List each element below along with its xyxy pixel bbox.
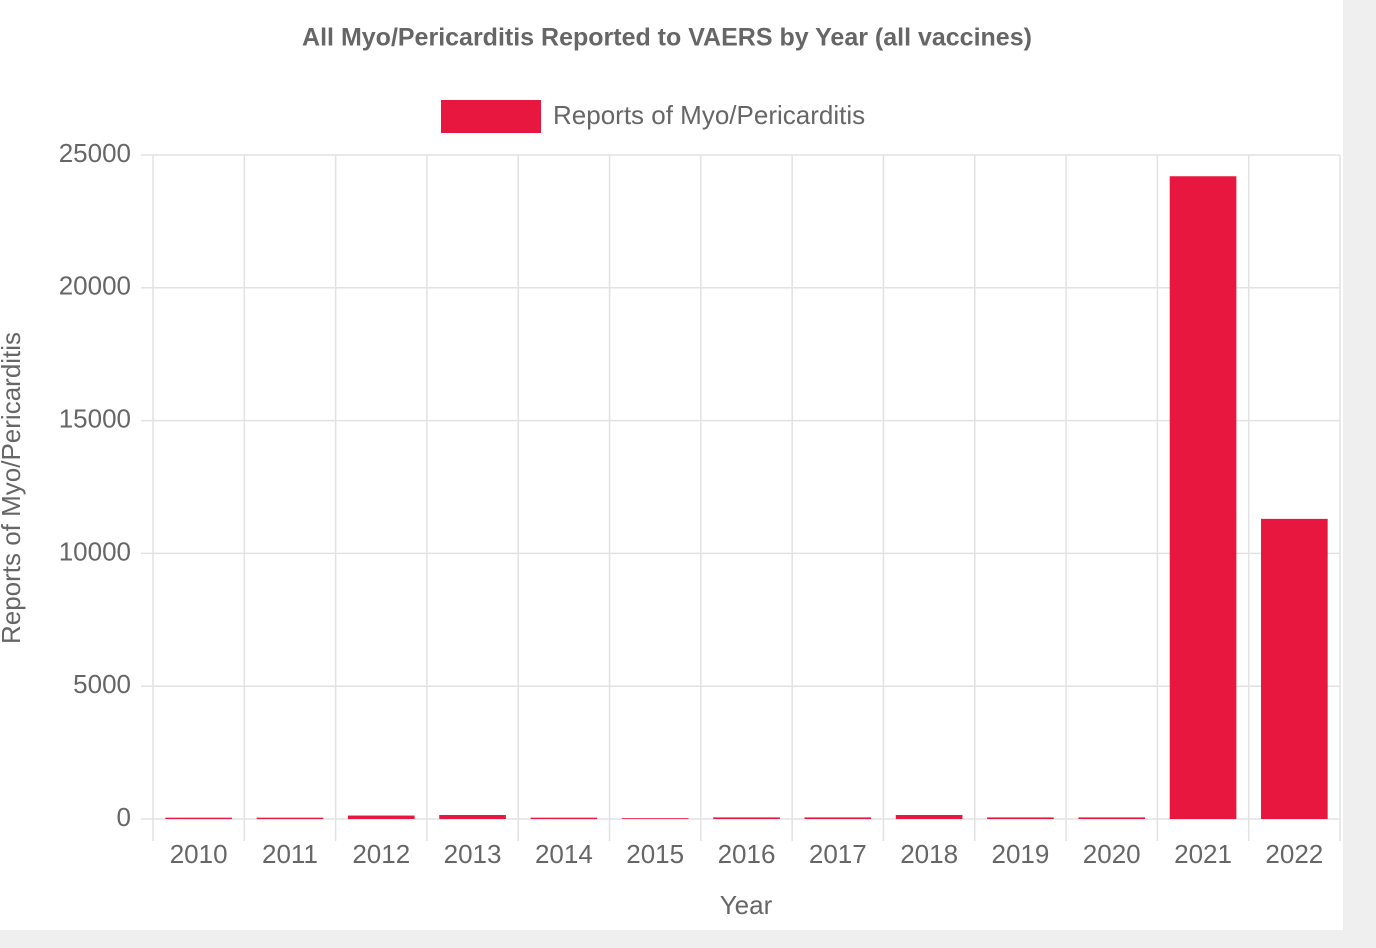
x-tick-label: 2018 xyxy=(900,839,958,869)
bar xyxy=(165,817,232,819)
x-axis-label: Year xyxy=(720,890,773,920)
bar xyxy=(713,817,780,819)
y-tick-label: 25000 xyxy=(59,138,131,168)
y-tick-label: 20000 xyxy=(59,271,131,301)
legend-label: Reports of Myo/Pericarditis xyxy=(553,100,865,130)
x-tick-label: 2011 xyxy=(262,839,318,869)
chart-title: All Myo/Pericarditis Reported to VAERS b… xyxy=(302,24,1032,52)
y-tick-label: 15000 xyxy=(59,403,131,433)
x-tick-label: 2014 xyxy=(535,839,593,869)
bar xyxy=(621,818,689,819)
x-tick-label: 2012 xyxy=(352,839,410,869)
bar xyxy=(895,815,963,819)
bar xyxy=(1078,817,1146,819)
y-tick-label: 0 xyxy=(117,802,131,832)
bar xyxy=(1169,176,1237,820)
bar xyxy=(804,817,872,819)
x-tick-label: 2010 xyxy=(170,839,228,869)
x-tick-label: 2022 xyxy=(1265,839,1323,869)
bar xyxy=(256,817,324,819)
x-tick-label: 2013 xyxy=(444,839,502,869)
legend-swatch xyxy=(441,100,541,133)
x-tick-label: 2021 xyxy=(1174,839,1232,869)
y-tick-label: 10000 xyxy=(59,536,131,566)
x-tick-label: 2015 xyxy=(626,839,684,869)
bar xyxy=(1261,518,1328,819)
bar xyxy=(530,817,598,819)
x-tick-label: 2016 xyxy=(718,839,776,869)
y-tick-label: 5000 xyxy=(73,669,131,699)
x-tick-label: 2019 xyxy=(992,839,1050,869)
bar xyxy=(347,815,415,819)
y-axis-label: Reports of Myo/Pericarditis xyxy=(0,332,26,644)
x-tick-label: 2020 xyxy=(1083,839,1141,869)
chart-panel xyxy=(0,0,1343,930)
x-tick-label: 2017 xyxy=(809,839,867,869)
bar xyxy=(987,817,1054,819)
bar xyxy=(439,815,506,819)
